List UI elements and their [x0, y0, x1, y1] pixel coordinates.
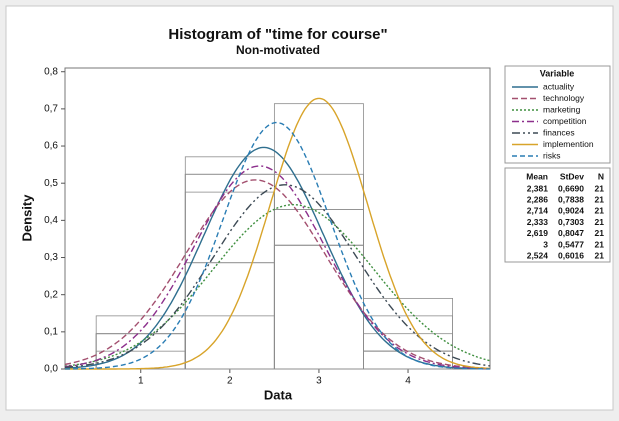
stats-cell: 21: [595, 206, 605, 216]
legend-label: implemention: [543, 139, 594, 149]
legend-label: marketing: [543, 104, 581, 114]
stats-cell: 0,8047: [558, 228, 584, 238]
stats-cell: 2,524: [527, 250, 549, 260]
chart-subtitle: Non-motivated: [236, 43, 320, 57]
x-axis-label: Data: [264, 387, 293, 402]
normal-curve: [64, 179, 490, 369]
normal-curve: [65, 121, 490, 370]
legend-title: Variable: [540, 68, 575, 78]
stats-cell: 21: [595, 217, 605, 227]
stats-box: [504, 167, 611, 263]
legend-box: [504, 65, 611, 164]
stats-cell: 0,7303: [558, 217, 584, 227]
stats-cell: 0,5477: [558, 239, 584, 249]
y-tick-label: 0,3: [44, 252, 58, 263]
stats-header: N: [598, 171, 604, 181]
legend-label: risks: [543, 150, 560, 160]
plot-frame: [64, 67, 491, 370]
stats-cell: 0,6690: [558, 183, 584, 193]
x-tick-label: 1: [138, 376, 144, 387]
stats-cell: 0,6016: [558, 250, 584, 260]
legend-label: actuality: [543, 81, 575, 91]
stats-cell: 2,381: [527, 183, 549, 193]
stats-header: Mean: [526, 171, 548, 181]
stats-cell: 21: [595, 239, 605, 249]
x-tick-label: 2: [227, 376, 233, 387]
y-axis-label: Density: [19, 194, 34, 242]
y-tick-label: 0,2: [44, 289, 58, 300]
y-tick-label: 0,6: [44, 141, 58, 152]
y-tick-label: 0,8: [44, 66, 58, 77]
stats-cell: 0,7838: [558, 194, 584, 204]
stats-cell: 21: [595, 228, 605, 238]
legend-label: finances: [543, 127, 575, 137]
stats-cell: 2,286: [527, 194, 549, 204]
y-tick-label: 0,1: [44, 326, 58, 337]
stats-cell: 2,714: [527, 206, 549, 216]
stats-header: StDev: [560, 171, 584, 181]
stats-cell: 21: [595, 250, 605, 260]
x-tick-label: 4: [405, 376, 411, 387]
y-tick-label: 0,7: [44, 104, 58, 115]
legend-label: technology: [543, 93, 585, 103]
y-tick-label: 0,0: [44, 364, 58, 375]
stats-cell: 21: [595, 194, 605, 204]
stats-cell: 2,619: [527, 228, 549, 238]
x-tick-label: 3: [316, 376, 322, 387]
stats-cell: 21: [595, 183, 605, 193]
normal-curve: [65, 97, 491, 370]
legend-label: competition: [543, 116, 587, 126]
y-tick-label: 0,5: [44, 178, 58, 189]
normal-curve: [64, 165, 490, 370]
y-tick-label: 0,4: [44, 215, 58, 226]
bar: [273, 209, 364, 370]
normal-curve: [64, 204, 491, 367]
chart-title: Histogram of "time for course": [168, 26, 387, 43]
stats-cell: 3: [543, 239, 548, 249]
stats-cell: 0,9024: [558, 206, 584, 216]
stats-cell: 2,333: [527, 217, 549, 227]
